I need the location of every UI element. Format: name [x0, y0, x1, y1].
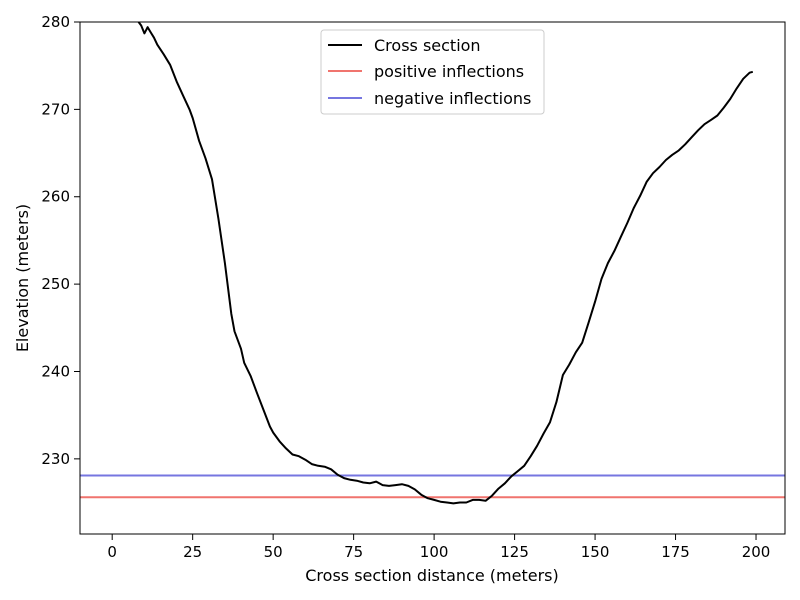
series-line-cross-section [137, 22, 754, 505]
y-axis-ticks: 230 240 250 260 270 280 [41, 13, 80, 468]
y-tick-label: 250 [41, 275, 70, 293]
legend-label-cross-section: Cross section [374, 36, 481, 55]
x-axis-ticks: 0 25 50 75 100 125 150 175 200 [107, 534, 770, 561]
legend-box [320, 29, 545, 115]
x-tick-label: 0 [107, 543, 117, 561]
plot-marks [80, 22, 785, 505]
y-tick-label: 260 [41, 188, 70, 206]
x-tick-label: 150 [581, 543, 610, 561]
x-tick-label: 50 [264, 543, 283, 561]
x-tick-label: 75 [344, 543, 363, 561]
y-axis-label: Elevation (meters) [13, 204, 32, 352]
plot-frame [79, 21, 786, 535]
y-tick-label: 270 [41, 100, 70, 118]
y-tick-label: 240 [41, 362, 70, 380]
x-tick-label: 100 [420, 543, 449, 561]
x-tick-label: 175 [661, 543, 690, 561]
x-axis-label: Cross section distance (meters) [305, 566, 558, 585]
y-tick-label: 280 [41, 13, 70, 31]
y-tick-label: 230 [41, 450, 70, 468]
legend-label-positive-inflections: positive inflections [374, 62, 524, 81]
x-tick-label: 200 [742, 543, 771, 561]
x-tick-label: 25 [183, 543, 202, 561]
legend: Cross section positive inflections negat… [320, 29, 545, 115]
x-tick-label: 125 [500, 543, 529, 561]
legend-label-negative-inflections: negative inflections [374, 89, 531, 108]
